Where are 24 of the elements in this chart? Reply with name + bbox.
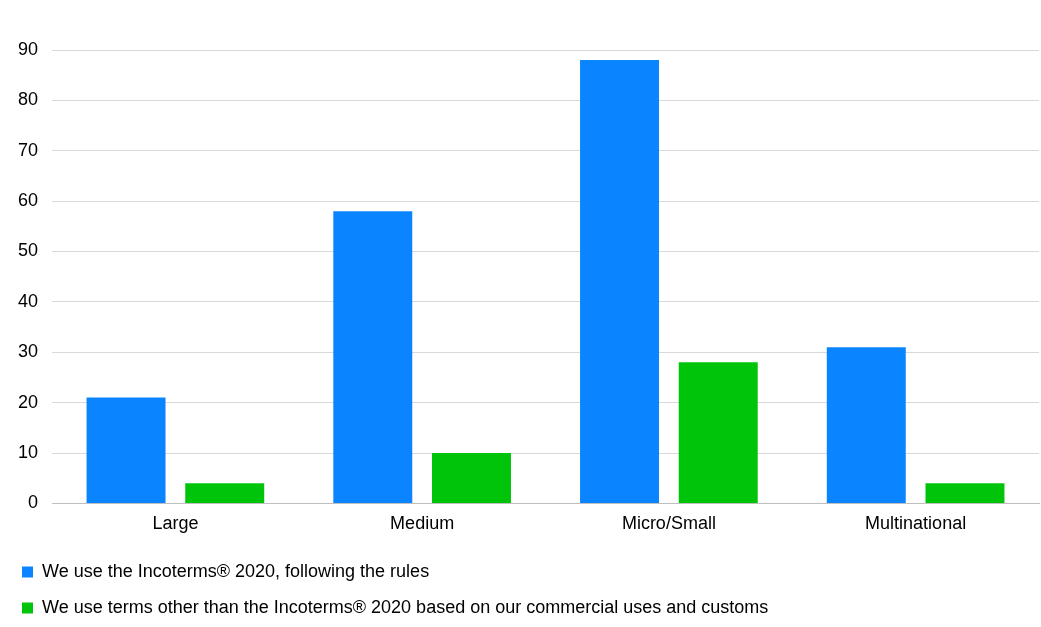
bar bbox=[580, 60, 660, 503]
y-tick-label: 40 bbox=[17, 290, 39, 311]
x-tick-label: Large bbox=[152, 513, 199, 534]
y-tick-label: 80 bbox=[17, 89, 39, 110]
y-tick-label: 70 bbox=[17, 139, 39, 160]
bar bbox=[86, 397, 166, 503]
bar bbox=[185, 483, 265, 503]
bar bbox=[432, 453, 511, 503]
bar bbox=[826, 347, 906, 503]
bar bbox=[925, 483, 1005, 503]
bar bbox=[333, 211, 413, 503]
bar bbox=[678, 362, 758, 503]
y-tick-label: 90 bbox=[17, 38, 39, 59]
y-tick-label: 50 bbox=[17, 240, 39, 261]
x-tick-label: Multinational bbox=[865, 513, 967, 534]
y-tick-label: 0 bbox=[28, 492, 39, 513]
y-tick-label: 60 bbox=[17, 190, 39, 211]
x-tick-label: Micro/Small bbox=[621, 513, 716, 534]
x-tick-label: Medium bbox=[390, 513, 455, 534]
y-tick-label: 20 bbox=[17, 391, 39, 412]
y-tick-label: 30 bbox=[17, 341, 39, 362]
y-tick-label: 10 bbox=[17, 441, 39, 462]
legend-label: We use terms other than the Incoterms® 2020 based on our commercial uses and customs bbox=[42, 596, 769, 617]
legend-label: We use the Incoterms® 2020, following the rules bbox=[42, 560, 430, 581]
